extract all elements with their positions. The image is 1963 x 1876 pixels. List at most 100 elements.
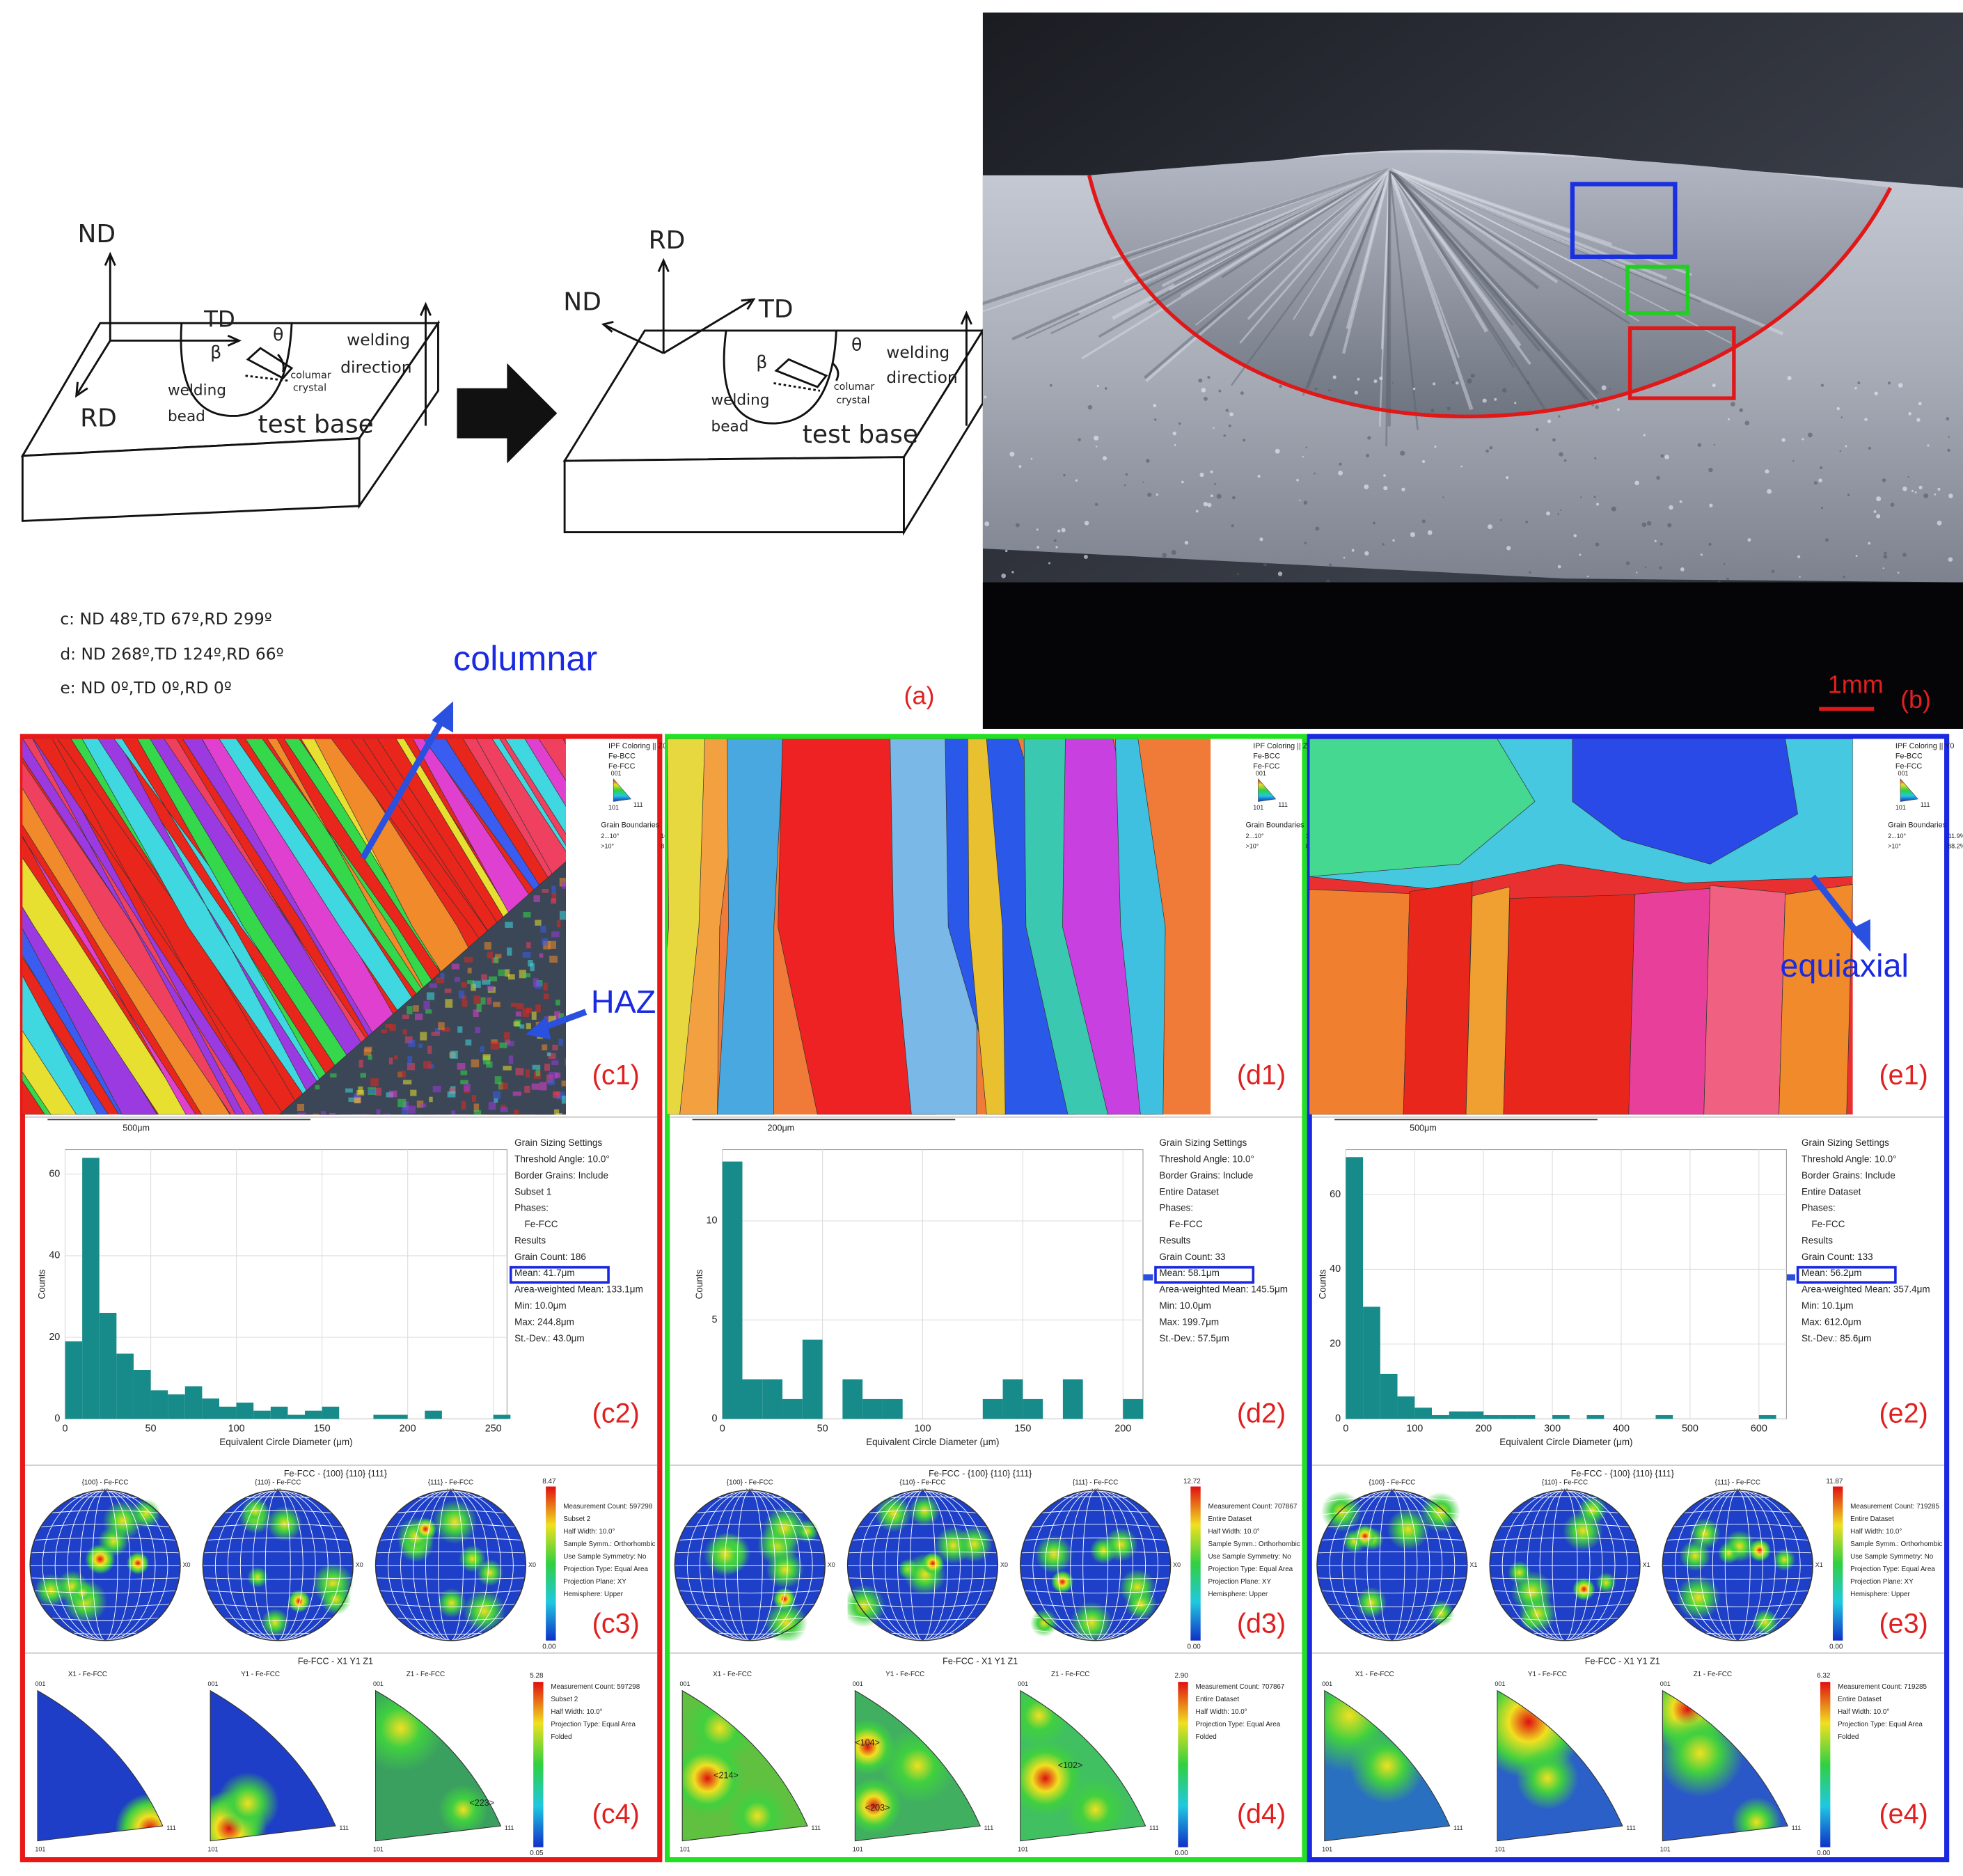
speckle — [1104, 387, 1107, 390]
axis-label: ND — [563, 287, 601, 316]
streak — [1180, 168, 1390, 297]
speckle — [1094, 435, 1099, 441]
speckle — [1897, 572, 1900, 574]
speckle — [1669, 505, 1673, 510]
speckle — [1744, 420, 1750, 426]
bar — [982, 1398, 1003, 1419]
grain — [331, 739, 566, 1073]
bar — [270, 1406, 288, 1419]
weld-pool — [1089, 152, 1891, 417]
pole-peak — [126, 1552, 150, 1575]
pole-subtitle: {111} - Fe-FCC — [428, 1479, 473, 1487]
haz-grain — [423, 1060, 432, 1069]
ipf-annotation: <203> — [865, 1803, 890, 1813]
bar — [99, 1312, 117, 1419]
parallel — [375, 1537, 526, 1541]
speckle — [1857, 381, 1861, 384]
grain — [1115, 739, 1166, 1115]
axis-label: TD — [203, 306, 235, 333]
color-bar — [1190, 1486, 1201, 1641]
parallel — [30, 1602, 180, 1607]
grain — [22, 1004, 84, 1115]
haz-grain — [425, 1009, 432, 1014]
speckle — [1302, 456, 1304, 458]
arrow-head — [432, 701, 454, 733]
schematic-labels: ND TD RD β θ columar crystal welding bea… — [60, 220, 957, 697]
settings-line: Grain Sizing Settings — [1802, 1137, 1889, 1148]
speckle — [1709, 503, 1713, 507]
bar — [65, 1341, 83, 1419]
haz-grain — [507, 947, 512, 956]
y-tick-label: 40 — [1330, 1263, 1341, 1275]
speckle — [1883, 554, 1888, 559]
pole-peak — [1748, 1539, 1772, 1562]
speckle — [1365, 453, 1370, 458]
bead-label: welding — [711, 392, 770, 409]
block-front — [563, 456, 905, 534]
speckle — [1546, 511, 1550, 516]
haz-grain — [429, 983, 438, 988]
pole-rim — [1316, 1490, 1468, 1641]
speckle — [1172, 431, 1176, 436]
haz-grain — [471, 1059, 480, 1068]
haz-grain — [490, 1041, 499, 1050]
haz-grain — [441, 1027, 450, 1032]
color-bar — [1820, 1682, 1831, 1847]
panel-label: (c4) — [592, 1799, 640, 1829]
ipf-corner: 101 — [208, 1846, 219, 1853]
bar — [1023, 1398, 1043, 1419]
speckle — [1421, 519, 1426, 523]
speckle — [1210, 470, 1213, 473]
haz-grain — [458, 991, 465, 999]
haz-grain — [554, 1109, 560, 1115]
speckle — [1146, 459, 1150, 463]
grain — [164, 739, 418, 1115]
haz-grain — [440, 972, 445, 979]
speckle — [1636, 572, 1638, 574]
settings-line: Min: 10.1μm — [1802, 1300, 1853, 1311]
haz-grain — [512, 1091, 522, 1096]
speckle — [1156, 493, 1158, 496]
pole-title: Fe-FCC - {100} {110} {111} — [929, 1469, 1032, 1479]
pole-figure — [30, 1490, 180, 1641]
region-box-red — [1627, 326, 1736, 400]
speckle — [1914, 491, 1917, 494]
haz-grain — [462, 1000, 468, 1007]
legend-text: Fe-FCC — [1253, 762, 1280, 771]
haz-grain — [525, 1069, 530, 1078]
color-bar-min: 0.00 — [1817, 1850, 1831, 1857]
parallel — [1490, 1510, 1640, 1516]
grain — [967, 739, 1006, 1115]
parallel — [675, 1577, 826, 1580]
streak — [1389, 167, 1784, 336]
ipf-corner: 101 — [680, 1846, 691, 1853]
legend-text: >10° — [1245, 843, 1259, 850]
speckle — [1502, 388, 1507, 393]
haz-grain — [407, 1105, 416, 1114]
pole-subtitle: {110} - Fe-FCC — [899, 1479, 945, 1487]
pole-blob — [1679, 1540, 1711, 1572]
color-bar — [533, 1682, 544, 1847]
legend-text: IPF Coloring || Z0 — [608, 742, 667, 750]
speckle — [1210, 494, 1213, 498]
haz-grain — [494, 1098, 498, 1103]
haz-grain — [526, 1023, 531, 1030]
speckle — [1303, 500, 1308, 505]
haz-grain — [403, 1080, 412, 1085]
speckle — [1049, 384, 1053, 387]
ipf-outline — [854, 1689, 981, 1842]
haz-grain — [354, 1097, 361, 1103]
speckle — [1427, 530, 1433, 535]
grain — [22, 780, 230, 1115]
parallel — [30, 1510, 180, 1516]
ipf-outline — [1020, 1689, 1146, 1842]
pole-title: Fe-FCC - {100} {110} {111} — [284, 1469, 387, 1479]
pole-axis: X0 — [356, 1561, 363, 1568]
speckle — [1882, 567, 1884, 569]
haz-grain — [505, 969, 510, 977]
streak — [1388, 168, 1522, 347]
pole-rim — [846, 1490, 999, 1641]
pole-info: Sample Symm.: Orthorhombic — [563, 1540, 655, 1548]
speckle — [1525, 520, 1529, 523]
pole-info: Entire Dataset — [1208, 1515, 1252, 1523]
